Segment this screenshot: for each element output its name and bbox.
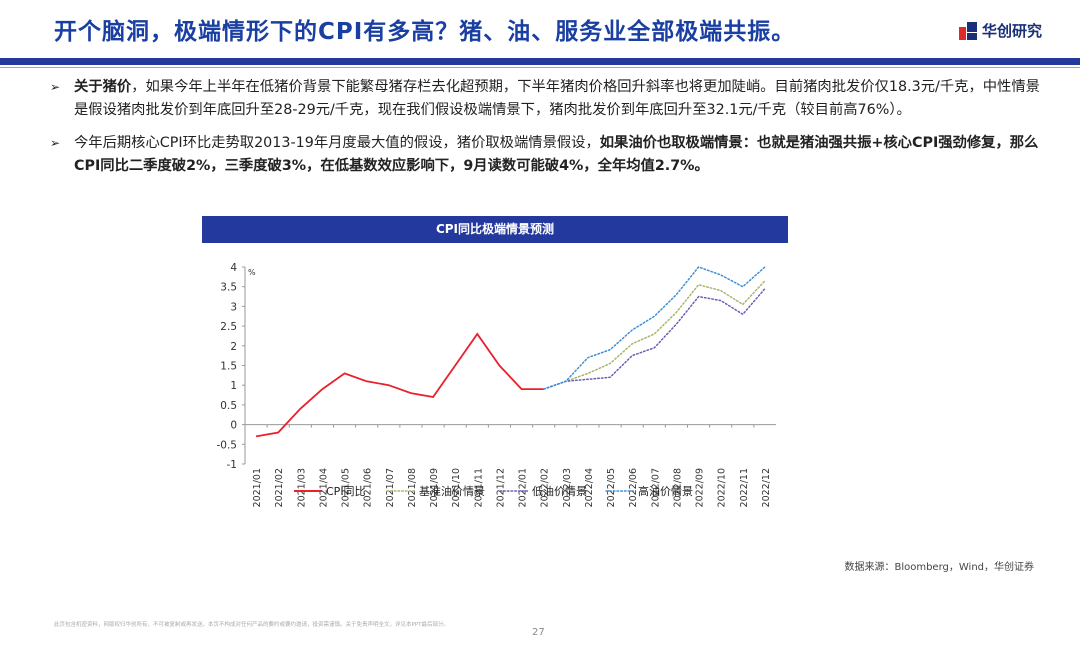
x-tick-label: 2022/11	[739, 468, 750, 507]
y-tick-label: -1	[227, 459, 237, 471]
bullet-item: ➢ 关于猪价，如果今年上半年在低猪价背景下能繁母猪存栏去化超预期，下半年猪肉价格…	[50, 76, 1040, 121]
header-rule	[0, 58, 1080, 65]
x-tick-label: 2022/06	[628, 468, 639, 507]
y-tick-label: 1	[230, 380, 237, 392]
x-tick-label: 2022/10	[717, 468, 728, 507]
series-line	[255, 332, 544, 438]
y-tick-label: -0.5	[217, 439, 238, 451]
x-tick-label: 2022/08	[672, 468, 683, 507]
legend-label: 基准油价情景	[419, 484, 485, 498]
y-tick-label: 3	[230, 301, 237, 313]
x-tick-label: 2021/11	[473, 468, 484, 507]
x-tick-label: 2022/07	[650, 468, 661, 507]
bullet-text: 今年后期核心CPI环比走势取2013-19年月度最大值的假设，猪价取极端情景假设…	[74, 132, 1040, 177]
series-line	[542, 280, 766, 390]
x-tick-label: 2022/12	[761, 468, 772, 507]
chart-title: CPI同比极端情景预测	[202, 216, 788, 243]
y-tick-label: 2	[230, 341, 237, 353]
y-tick-label: 1.5	[220, 361, 237, 373]
bullet-item: ➢ 今年后期核心CPI环比走势取2013-19年月度最大值的假设，猪价取极端情景…	[50, 132, 1040, 177]
series-line	[542, 287, 766, 390]
x-tick-label: 2021/05	[341, 468, 352, 507]
x-tick-label: 2022/09	[695, 468, 706, 507]
bullet-text: 关于猪价，如果今年上半年在低猪价背景下能繁母猪存栏去化超预期，下半年猪肉价格回升…	[74, 76, 1040, 121]
x-tick-label: 2022/04	[584, 468, 595, 507]
bullet-bold: 关于猪价	[74, 79, 132, 95]
y-tick-label: 0.5	[220, 400, 237, 412]
page-number: 27	[532, 627, 545, 638]
x-tick-label: 2021/04	[318, 468, 329, 507]
header-rule-thin	[0, 67, 1080, 68]
logo-text: 华创研究	[981, 22, 1042, 40]
x-tick-label: 2021/06	[363, 468, 374, 507]
legend-label: CPI同比	[326, 485, 366, 498]
x-tick-label: 2021/08	[407, 468, 418, 507]
logo-mark-icon	[958, 21, 977, 40]
bullet-list: ➢ 关于猪价，如果今年上半年在低猪价背景下能繁母猪存栏去化超预期，下半年猪肉价格…	[50, 76, 1040, 188]
disclaimer: 此页包含机密资料，网版权归华创所有，不可被复制或再发送。本页不构成对任何产品的要…	[54, 622, 449, 628]
page-title: 开个脑洞，极端情形下的CPI有多高？猪、油、服务业全部极端共振。	[54, 19, 796, 45]
x-tick-label: 2021/12	[495, 468, 506, 507]
x-tick-label: 2022/01	[518, 468, 529, 507]
data-source: 数据来源：Bloomberg，Wind，华创证券	[844, 562, 1034, 573]
y-tick-label: 2.5	[220, 321, 237, 333]
x-tick-label: 2021/10	[451, 468, 462, 507]
arrow-bullet-icon: ➢	[50, 80, 61, 94]
x-tick-label: 2021/01	[252, 468, 263, 507]
brand-logo: 华创研究	[958, 20, 1042, 41]
arrow-bullet-icon: ➢	[50, 136, 61, 150]
cpi-chart: -1 -0.5 0 0.5 1 1.5 2 2.5 3 3.5 4 % 2021/01 2021/02 20…	[217, 262, 776, 507]
x-tick-label: 2022/02	[540, 468, 551, 507]
legend-label: 高油价情景	[638, 484, 693, 498]
legend-label: 低油价情景	[532, 484, 587, 498]
y-tick-label: 0	[230, 420, 237, 432]
x-tick-label: 2022/03	[562, 468, 573, 507]
x-tick-label: 2021/03	[296, 468, 307, 507]
bullet-body: 今年后期核心CPI环比走势取2013-19年月度最大值的假设，猪价取极端情景假设…	[74, 135, 600, 151]
x-tick-label: 2022/05	[606, 468, 617, 507]
x-tick-label: 2021/07	[385, 468, 396, 507]
y-tick-label: 3.5	[220, 282, 237, 294]
y-unit-label: %	[248, 268, 256, 277]
bullet-bold: 如果油价也取极端情景：也就是猪油强共振+核心CPI强劲修复，那么CPI同比二季度…	[74, 135, 1039, 174]
x-tick-label: 2021/09	[429, 468, 440, 507]
series-line	[542, 266, 766, 390]
y-tick-label: 4	[230, 262, 237, 274]
bullet-body: ，如果今年上半年在低猪价背景下能繁母猪存栏去化超预期，下半年猪肉价格回升斜率也将…	[74, 79, 1040, 118]
x-tick-label: 2021/02	[274, 468, 285, 507]
